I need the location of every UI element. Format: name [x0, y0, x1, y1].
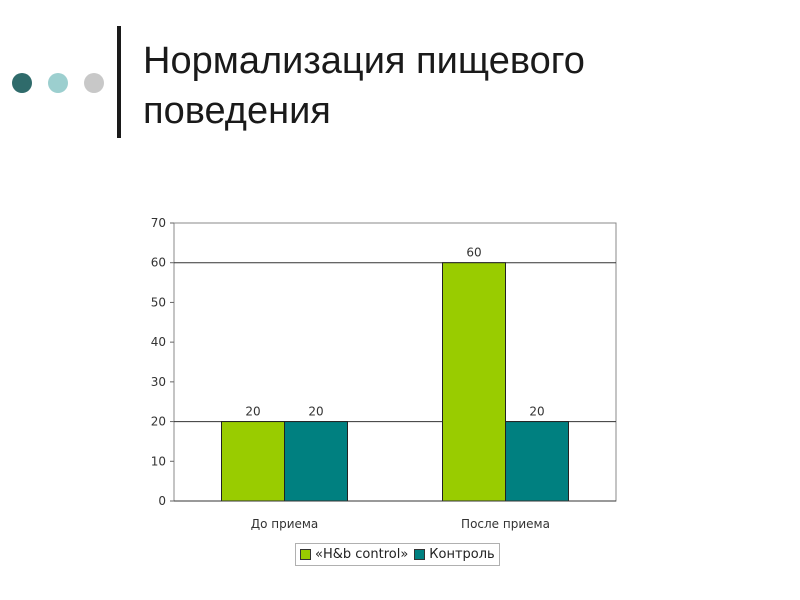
x-tick-label: До приема — [251, 517, 319, 531]
title-divider — [117, 26, 121, 138]
legend-swatch-series-2 — [414, 549, 426, 560]
legend-label-series-1: «H&b control» — [315, 547, 409, 562]
bar — [505, 421, 569, 502]
x-tick-label: После приема — [461, 517, 550, 531]
legend-label-series-2: Контроль — [429, 547, 495, 562]
data-label: 60 — [466, 246, 481, 260]
data-label: 20 — [529, 405, 544, 419]
legend-item-series-1: «H&b control» — [300, 547, 408, 562]
y-tick-label: 50 — [151, 295, 166, 309]
data-label: 20 — [308, 405, 323, 419]
bar — [284, 421, 348, 502]
y-tick-label: 10 — [151, 454, 166, 468]
y-tick-label: 30 — [151, 375, 166, 389]
y-tick-label: 20 — [151, 415, 166, 429]
y-tick-label: 0 — [158, 494, 166, 508]
y-tick-label: 60 — [151, 256, 166, 270]
y-tick-label: 40 — [151, 335, 166, 349]
dot-gray — [84, 73, 104, 93]
dot-dark — [12, 73, 32, 93]
slide-title: Нормализация пищевого поведения — [143, 40, 585, 132]
y-tick-label: 70 — [151, 216, 166, 230]
data-label: 20 — [245, 405, 260, 419]
dot-light — [48, 73, 68, 93]
bar — [221, 421, 285, 502]
chart-legend: «H&b control» Контроль — [295, 543, 500, 566]
bar — [442, 262, 506, 502]
legend-item-series-2: Контроль — [414, 547, 495, 562]
legend-swatch-series-1 — [300, 549, 311, 560]
decorative-dots — [12, 73, 104, 93]
